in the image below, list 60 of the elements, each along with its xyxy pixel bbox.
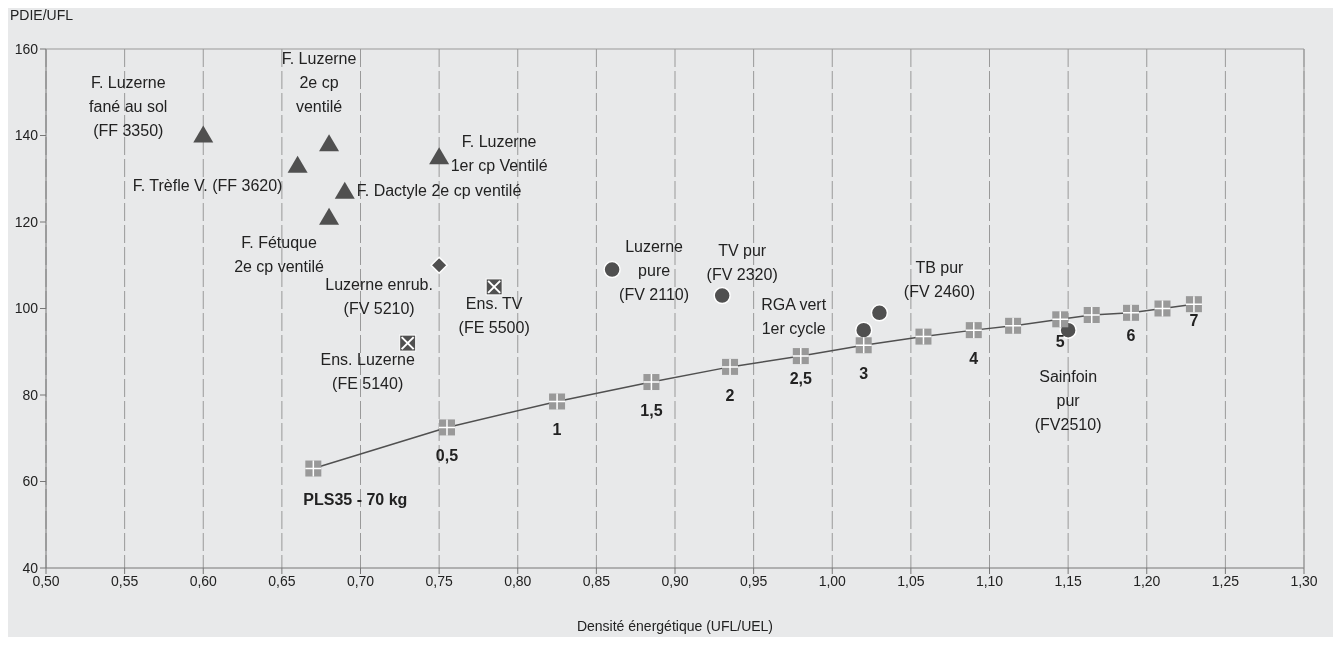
- point: [319, 134, 340, 152]
- annotation: F. Luzerne 2e cp ventilé: [281, 50, 357, 116]
- x-tick-label: 1,00: [818, 572, 847, 589]
- annotation: 0,5: [435, 447, 459, 465]
- point: [430, 256, 448, 274]
- point: [854, 321, 873, 339]
- point: [287, 155, 308, 173]
- annotation: 4: [969, 350, 979, 368]
- x-tick-label: 1,20: [1133, 572, 1161, 589]
- annotation: RGA vert 1er cycle: [761, 296, 827, 338]
- x-axis-title: Densité énergétique (UFL/UEL): [576, 618, 774, 634]
- annotation: 7: [1189, 312, 1199, 330]
- x-tick-label: 0,75: [425, 572, 453, 589]
- y-axis-title: PDIE/UFL: [10, 7, 74, 23]
- x-tick-label: 1,25: [1211, 572, 1240, 589]
- point: [713, 286, 731, 305]
- point: [319, 207, 340, 225]
- annotation: 1,5: [640, 402, 663, 420]
- annotation: Luzerne enrub. (FV 5210): [325, 276, 433, 318]
- annotation: Sainfoin pur (FV2510): [1034, 368, 1102, 434]
- x-tick-label: 1,30: [1290, 572, 1318, 589]
- point: [334, 181, 355, 199]
- annotation: PLS35 - 70 kg: [303, 490, 408, 508]
- annotation: Luzerne pure (FV 2110): [619, 237, 690, 303]
- point: [603, 260, 621, 279]
- point: [193, 125, 214, 143]
- annotation: Ens. Luzerne (FE 5140): [320, 351, 415, 393]
- x-tick-label: 1,15: [1054, 572, 1082, 589]
- annotation: F. Dactyle 2e cp ventilé: [356, 181, 522, 199]
- x-tick-label: 0,90: [661, 572, 689, 589]
- x-tick-label: 0,55: [111, 572, 139, 589]
- y-tick-label: 140: [14, 127, 39, 144]
- annotation: TV pur (FV 2320): [706, 241, 778, 283]
- annotation: F. Fétuque 2e cp ventilé: [234, 233, 325, 275]
- annotation: 2,5: [789, 370, 813, 388]
- y-tick-label: 60: [22, 473, 39, 490]
- x-tick-label: 0,65: [268, 572, 296, 589]
- y-tick-label: 120: [14, 213, 39, 230]
- x-tick-label: 0,80: [504, 572, 532, 589]
- y-tick-label: 160: [14, 40, 39, 57]
- annotation: 5: [1055, 333, 1065, 351]
- x-tick-label: 0,60: [189, 572, 218, 589]
- annotation: F. Luzerne fané au sol (FF 3350): [89, 73, 168, 139]
- annotation: 2: [725, 386, 735, 404]
- annotation: Ens. TV (FE 5500): [458, 294, 530, 336]
- y-tick-label: 100: [14, 300, 39, 317]
- annotation: 3: [859, 365, 869, 383]
- y-tick-label: 80: [22, 386, 39, 403]
- x-tick-label: 1,10: [975, 572, 1004, 589]
- x-tick-label: 0,70: [346, 572, 375, 589]
- annotation: 1: [552, 421, 562, 439]
- x-tick-label: 0,95: [740, 572, 768, 589]
- point: [429, 147, 450, 165]
- x-tick-label: 1,05: [897, 572, 925, 589]
- annotation: TB pur (FV 2460): [903, 258, 975, 300]
- x-tick-label: 0,85: [582, 572, 611, 589]
- annotation: F. Luzerne 1er cp Ventilé: [450, 133, 548, 175]
- point: [870, 304, 889, 322]
- annotation: F. Trèfle V. (FF 3620): [132, 176, 283, 194]
- annotation: 6: [1126, 326, 1136, 344]
